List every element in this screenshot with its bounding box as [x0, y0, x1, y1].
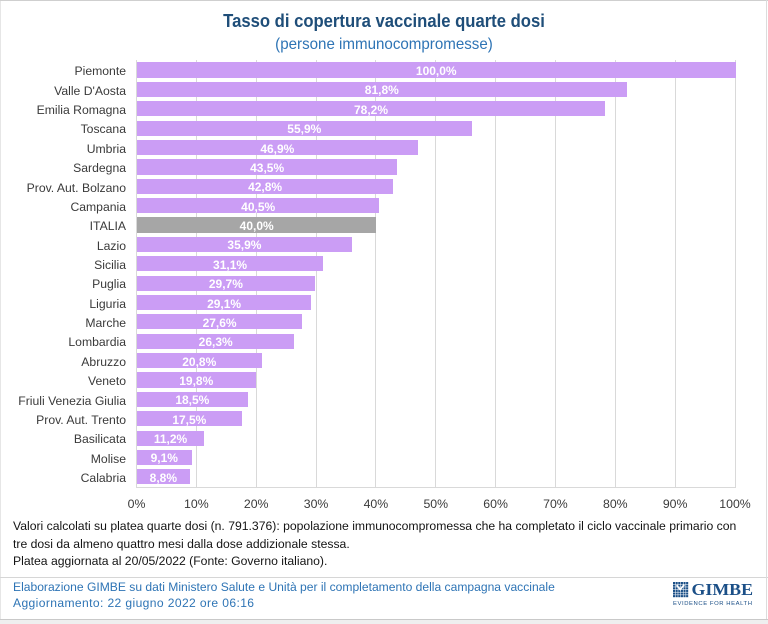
- svg-text:GIMBE: GIMBE: [691, 582, 753, 599]
- svg-text:EVIDENCE FOR HEALTH: EVIDENCE FOR HEALTH: [673, 600, 752, 606]
